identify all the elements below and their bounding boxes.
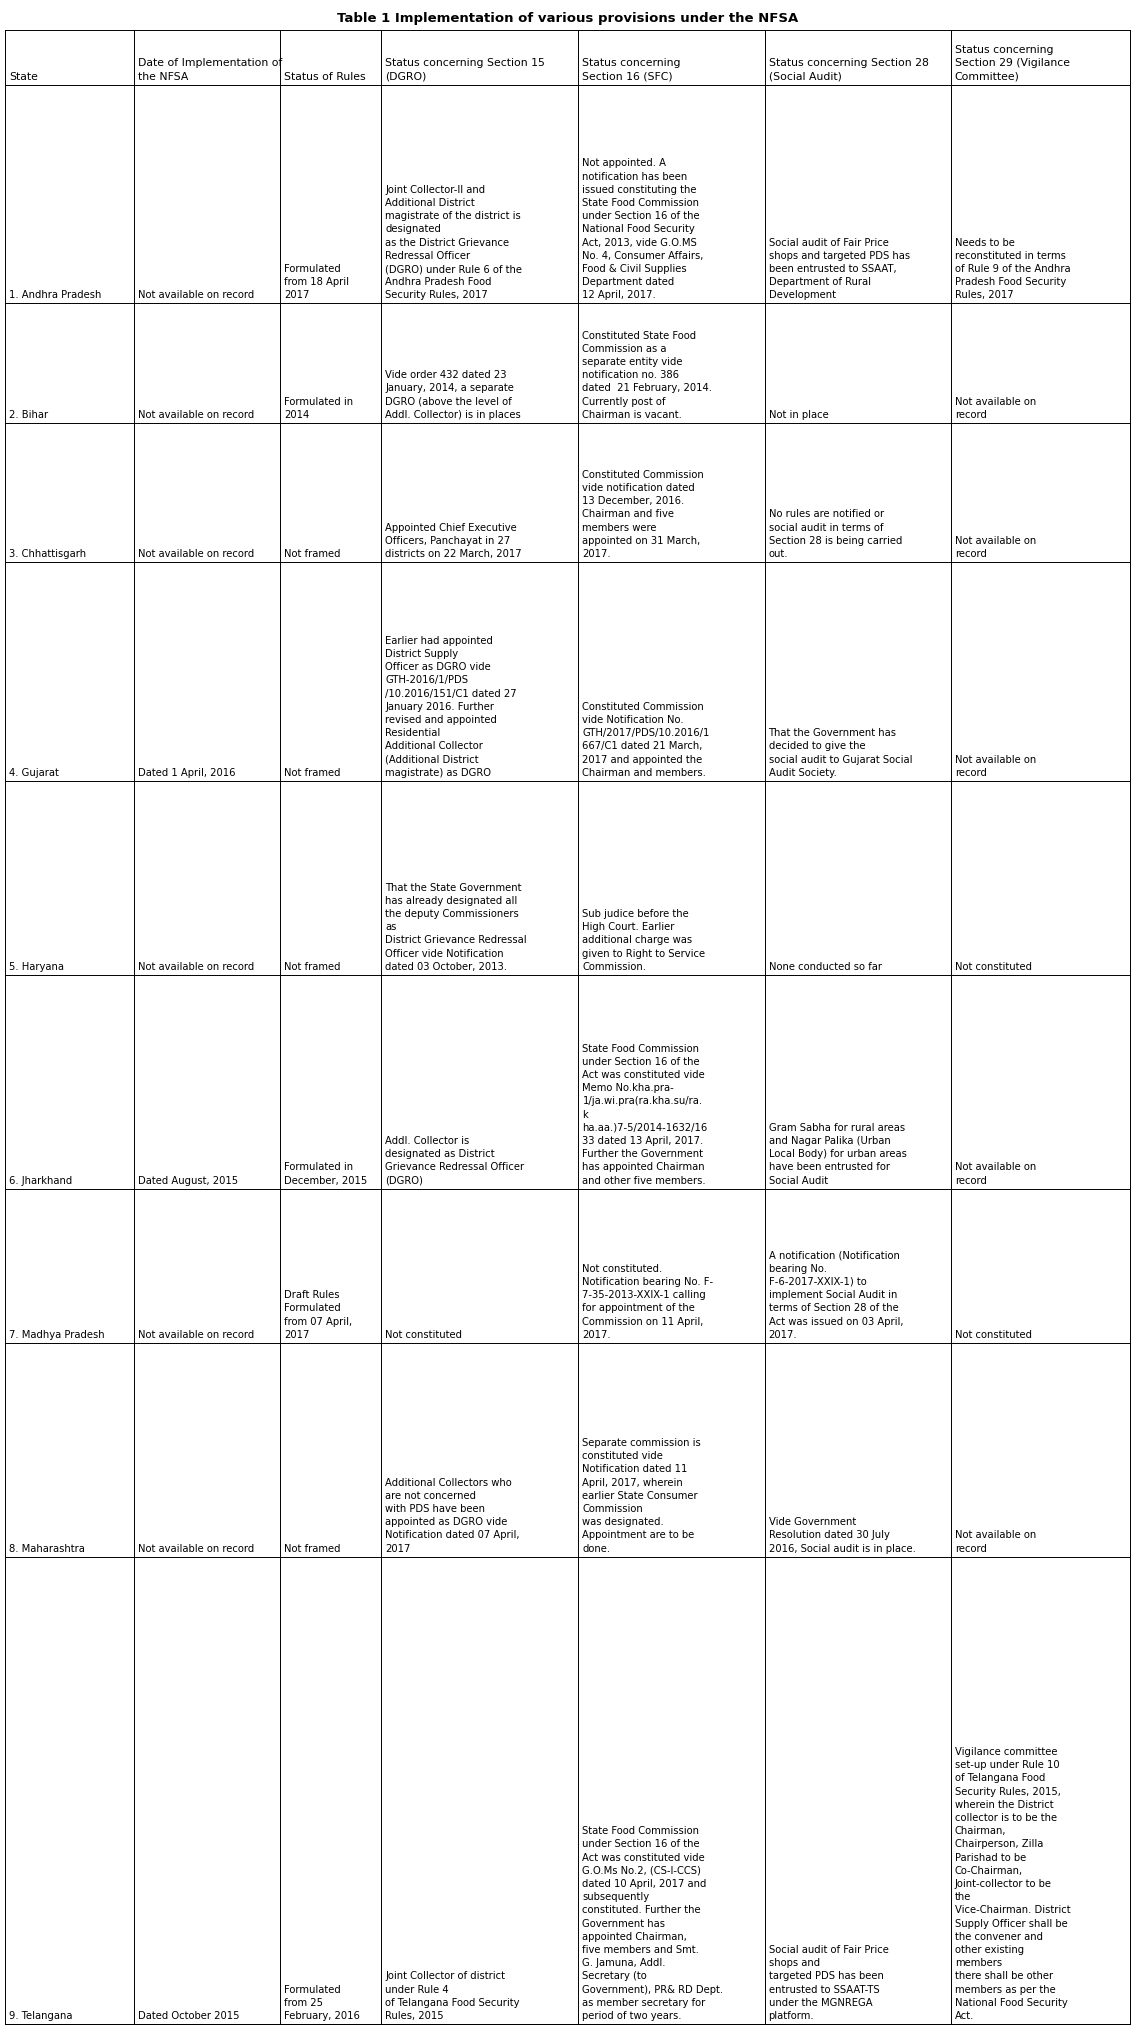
Text: Not framed: Not framed <box>284 549 340 559</box>
Text: Addl. Collector is
designated as District
Grievance Redressal Officer
(DGRO): Addl. Collector is designated as Distric… <box>385 1137 524 1186</box>
Text: Not available on record: Not available on record <box>137 549 254 559</box>
Text: Not framed: Not framed <box>284 769 340 777</box>
Text: Separate commission is
constituted vide
Notification dated 11
April, 2017, where: Separate commission is constituted vide … <box>582 1438 701 1554</box>
Text: Formulated
from 25
February, 2016: Formulated from 25 February, 2016 <box>284 1985 360 2022</box>
Text: Joint Collector-II and
Additional District
magistrate of the district is
designa: Joint Collector-II and Additional Distri… <box>385 185 522 301</box>
Text: 8. Maharashtra: 8. Maharashtra <box>9 1544 85 1554</box>
Text: Status concerning Section 15
(DGRO): Status concerning Section 15 (DGRO) <box>385 59 545 81</box>
Text: Vigilance committee
set-up under Rule 10
of Telangana Food
Security Rules, 2015,: Vigilance committee set-up under Rule 10… <box>955 1747 1070 2022</box>
Text: A notification (Notification
bearing No.
F-6-2017-XXIX-1) to
implement Social Au: A notification (Notification bearing No.… <box>768 1251 903 1340</box>
Text: Dated October 2015: Dated October 2015 <box>137 2012 239 2022</box>
Text: Additional Collectors who
are not concerned
with PDS have been
appointed as DGRO: Additional Collectors who are not concer… <box>385 1477 520 1554</box>
Text: Social audit of Fair Price
shops and targeted PDS has
been entrusted to SSAAT,
D: Social audit of Fair Price shops and tar… <box>768 238 909 301</box>
Text: Earlier had appointed
District Supply
Officer as DGRO vide
GTH-2016/1/PDS
/10.20: Earlier had appointed District Supply Of… <box>385 637 516 777</box>
Text: Gram Sabha for rural areas
and Nagar Palika (Urban
Local Body) for urban areas
h: Gram Sabha for rural areas and Nagar Pal… <box>768 1123 907 1186</box>
Text: Status concerning
Section 29 (Vigilance
Committee): Status concerning Section 29 (Vigilance … <box>955 45 1070 81</box>
Text: Status concerning
Section 16 (SFC): Status concerning Section 16 (SFC) <box>582 59 681 81</box>
Text: 5. Haryana: 5. Haryana <box>9 962 64 972</box>
Text: Not available on record: Not available on record <box>137 1330 254 1340</box>
Text: Vide order 432 dated 23
January, 2014, a separate
DGRO (above the level of
Addl.: Vide order 432 dated 23 January, 2014, a… <box>385 370 521 419</box>
Text: Dated 1 April, 2016: Dated 1 April, 2016 <box>137 769 235 777</box>
Text: Not available on
record: Not available on record <box>955 755 1036 777</box>
Text: Constituted Commission
vide Notification No.
GTH/2017/PDS/10.2016/1
667/C1 dated: Constituted Commission vide Notification… <box>582 702 709 777</box>
Text: Social audit of Fair Price
shops and
targeted PDS has been
entrusted to SSAAT-TS: Social audit of Fair Price shops and tar… <box>768 1945 889 2022</box>
Text: State Food Commission
under Section 16 of the
Act was constituted vide
G.O.Ms No: State Food Commission under Section 16 o… <box>582 1827 723 2022</box>
Text: 3. Chhattisgarh: 3. Chhattisgarh <box>9 549 86 559</box>
Text: Not available on
record: Not available on record <box>955 1530 1036 1554</box>
Text: Needs to be
reconstituted in terms
of Rule 9 of the Andhra
Pradesh Food Security: Needs to be reconstituted in terms of Ru… <box>955 238 1070 301</box>
Text: 6. Jharkhand: 6. Jharkhand <box>9 1176 73 1186</box>
Text: That the State Government
has already designated all
the deputy Commissioners
as: That the State Government has already de… <box>385 883 527 972</box>
Text: That the Government has
decided to give the
social audit to Gujarat Social
Audit: That the Government has decided to give … <box>768 728 913 777</box>
Text: Status of Rules: Status of Rules <box>284 71 365 81</box>
Text: Formulated in
2014: Formulated in 2014 <box>284 397 353 419</box>
Text: Vide Government
Resolution dated 30 July
2016, Social audit is in place.: Vide Government Resolution dated 30 July… <box>768 1517 916 1554</box>
Text: Dated August, 2015: Dated August, 2015 <box>137 1176 238 1186</box>
Text: Not constituted: Not constituted <box>955 962 1032 972</box>
Text: Constituted Commission
vide notification dated
13 December, 2016.
Chairman and f: Constituted Commission vide notification… <box>582 470 704 559</box>
Text: Constituted State Food
Commission as a
separate entity vide
notification no. 386: Constituted State Food Commission as a s… <box>582 332 713 419</box>
Text: Not available on record: Not available on record <box>137 1544 254 1554</box>
Text: Not available on record: Not available on record <box>137 409 254 419</box>
Text: Appointed Chief Executive
Officers, Panchayat in 27
districts on 22 March, 2017: Appointed Chief Executive Officers, Panc… <box>385 523 522 559</box>
Text: 2. Bihar: 2. Bihar <box>9 409 48 419</box>
Text: Not constituted: Not constituted <box>955 1330 1032 1340</box>
Text: None conducted so far: None conducted so far <box>768 962 882 972</box>
Text: No rules are notified or
social audit in terms of
Section 28 is being carried
ou: No rules are notified or social audit in… <box>768 508 902 559</box>
Text: Formulated
from 18 April
2017: Formulated from 18 April 2017 <box>284 264 350 301</box>
Text: Date of Implementation of
the NFSA: Date of Implementation of the NFSA <box>137 59 283 81</box>
Text: Draft Rules
Formulated
from 07 April,
2017: Draft Rules Formulated from 07 April, 20… <box>284 1290 353 1340</box>
Text: Status concerning Section 28
(Social Audit): Status concerning Section 28 (Social Aud… <box>768 59 928 81</box>
Text: 9. Telangana: 9. Telangana <box>9 2012 73 2022</box>
Text: Not in place: Not in place <box>768 409 829 419</box>
Text: Not constituted: Not constituted <box>385 1330 462 1340</box>
Text: 1. Andhra Pradesh: 1. Andhra Pradesh <box>9 291 101 301</box>
Text: 7. Madhya Pradesh: 7. Madhya Pradesh <box>9 1330 104 1340</box>
Text: Sub judice before the
High Court. Earlier
additional charge was
given to Right t: Sub judice before the High Court. Earlie… <box>582 909 706 972</box>
Text: Not appointed. A
notification has been
issued constituting the
State Food Commis: Not appointed. A notification has been i… <box>582 159 704 301</box>
Text: Not framed: Not framed <box>284 1544 340 1554</box>
Text: Not framed: Not framed <box>284 962 340 972</box>
Text: Formulated in
December, 2015: Formulated in December, 2015 <box>284 1161 368 1186</box>
Text: Joint Collector of district
under Rule 4
of Telangana Food Security
Rules, 2015: Joint Collector of district under Rule 4… <box>385 1971 520 2022</box>
Text: Not available on
record: Not available on record <box>955 397 1036 419</box>
Text: Not constituted.
Notification bearing No. F-
7-35-2013-XXIX-1 calling
for appoin: Not constituted. Notification bearing No… <box>582 1263 714 1340</box>
Text: Not available on record: Not available on record <box>137 962 254 972</box>
Text: State Food Commission
under Section 16 of the
Act was constituted vide
Memo No.k: State Food Commission under Section 16 o… <box>582 1043 707 1186</box>
Text: Not available on
record: Not available on record <box>955 1161 1036 1186</box>
Text: State: State <box>9 71 37 81</box>
Text: Not available on record: Not available on record <box>137 291 254 301</box>
Text: Table 1 Implementation of various provisions under the NFSA: Table 1 Implementation of various provis… <box>337 12 798 24</box>
Text: Not available on
record: Not available on record <box>955 535 1036 559</box>
Text: 4. Gujarat: 4. Gujarat <box>9 769 59 777</box>
